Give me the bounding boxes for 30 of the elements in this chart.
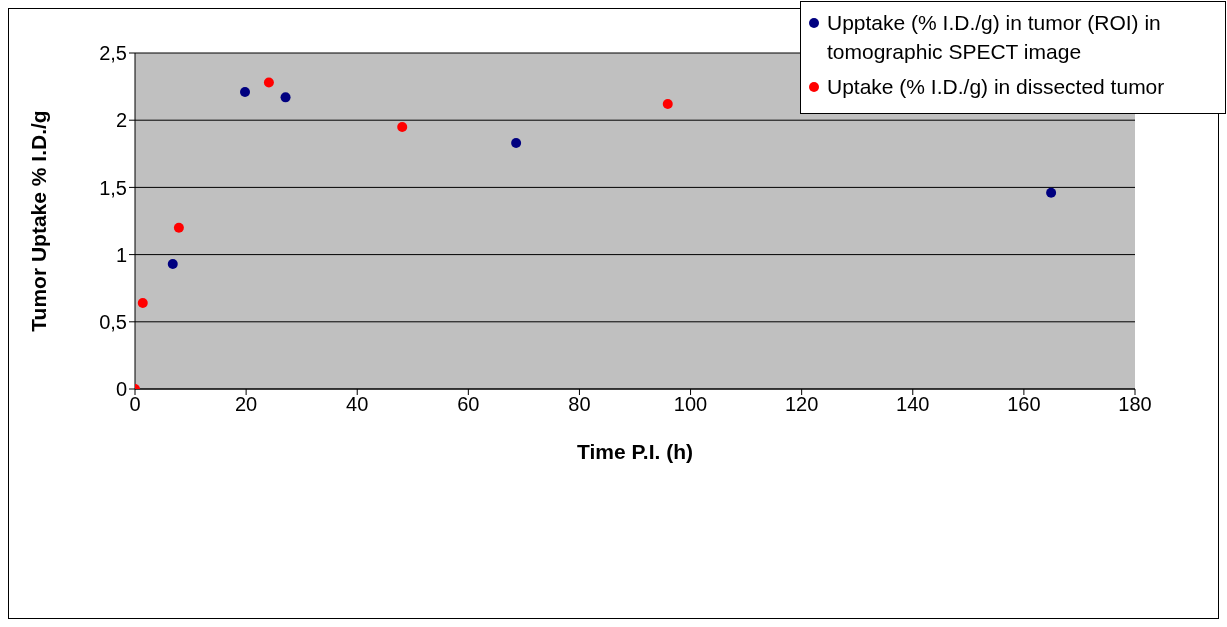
y-tick-label: 2,5 — [99, 42, 127, 65]
point — [173, 222, 184, 233]
x-tick-label: 140 — [896, 393, 930, 416]
y-tick-label: 0,5 — [99, 310, 127, 333]
y-tick-label: 2 — [115, 109, 127, 132]
x-tick-label: 160 — [1007, 393, 1041, 416]
x-tick-label: 80 — [568, 393, 591, 416]
point — [280, 92, 291, 103]
x-tick-label: 0 — [129, 393, 141, 416]
point — [263, 77, 274, 88]
x-axis-title: Time P.I. (h) — [577, 440, 693, 463]
x-tick-label: 120 — [784, 393, 819, 416]
x-tick-label: 60 — [457, 393, 480, 416]
x-tick-label: 100 — [673, 393, 708, 416]
point — [1046, 187, 1057, 198]
x-tick-label: 180 — [1118, 393, 1152, 416]
x-tick-label: 40 — [346, 393, 369, 416]
legend-label: Uptake (% I.D./g) in dissected tumor — [827, 74, 1165, 100]
point — [662, 99, 673, 110]
legend-label: Upptake (% I.D./g) in tumor (ROI) in tomographic SPECT image — [827, 10, 1162, 65]
point — [167, 259, 178, 270]
y-axis-title: Tumor Uptake % I.D./g — [27, 110, 51, 332]
y-tick-label: 0 — [115, 378, 127, 401]
point — [240, 86, 250, 97]
y-tick-label: 1,5 — [99, 176, 127, 199]
point — [137, 297, 148, 308]
x-tick-label: 20 — [234, 393, 258, 416]
point — [511, 138, 522, 149]
y-tick-label: 1 — [115, 243, 127, 266]
point — [397, 121, 408, 132]
